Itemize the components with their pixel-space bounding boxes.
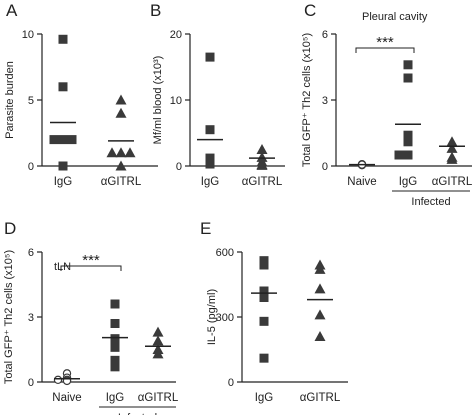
data-point-square <box>49 135 59 145</box>
y-axis-label: Parasite burden <box>4 61 16 139</box>
data-point-triangle <box>314 331 326 341</box>
data-point-triangle <box>152 326 164 337</box>
panel-letter: D <box>4 219 16 238</box>
data-point-square <box>110 342 120 352</box>
panel-b: B 0 10 20 Mf/ml blood (x10³) IgG αGITRL <box>150 1 285 188</box>
significance-bracket <box>355 47 415 53</box>
data-point-square <box>259 353 269 363</box>
group-label: Infected <box>118 412 157 415</box>
data-point-square <box>110 355 120 365</box>
y-tick-label: 0 <box>176 161 182 173</box>
data-point-square <box>58 82 68 92</box>
y-tick-label: 3 <box>322 95 328 107</box>
data-point-square <box>110 319 120 328</box>
panel-a: A 0 5 10 Parasite burden IgG αGITRL <box>4 1 158 188</box>
panel-title: tLN <box>54 261 71 273</box>
y-axis-label: IL-5 (pg/ml) <box>206 289 218 345</box>
y-axis-label: Mf/ml blood (x10³) <box>152 56 164 145</box>
x-tick-label: IgG <box>201 176 220 188</box>
data-point-square <box>58 135 68 145</box>
group-label: Infected <box>411 196 450 208</box>
data-point-square <box>403 130 413 140</box>
data-point-square <box>259 286 269 296</box>
data-point-square <box>205 154 215 164</box>
data-point-triangle <box>152 335 164 346</box>
x-tick-label: Naive <box>52 392 81 404</box>
data-point-square <box>394 150 404 160</box>
significance-bracket <box>60 265 122 271</box>
data-point-triangle <box>115 147 127 158</box>
data-point-square <box>259 316 269 326</box>
data-point-triangle <box>106 147 118 158</box>
data-point-square <box>403 150 413 160</box>
data-point-square <box>67 135 77 145</box>
data-point-square <box>205 159 215 169</box>
x-tick-label: IgG <box>106 392 125 404</box>
data-point-triangle <box>256 159 268 170</box>
significance-stars: *** <box>82 252 100 269</box>
data-point-square <box>58 34 68 44</box>
y-tick-label: 0 <box>28 377 34 389</box>
panel-e: E 0 300 600 IL-5 (pg/ml) IgG αGITRL <box>200 219 348 404</box>
data-point-square <box>259 293 269 302</box>
panel-letter: B <box>150 1 161 20</box>
data-point-square <box>403 137 413 147</box>
data-point-square <box>205 125 215 135</box>
data-point-circle <box>53 375 63 385</box>
data-point-triangle <box>115 160 127 171</box>
y-tick-label: 5 <box>28 95 34 107</box>
x-tick-label: αGITRL <box>101 176 142 188</box>
y-tick-label: 20 <box>170 29 182 41</box>
x-tick-label: αGITRL <box>242 176 283 188</box>
y-tick-label: 6 <box>28 247 34 259</box>
y-tick-label: 0 <box>322 161 328 173</box>
panel-letter: E <box>200 219 211 238</box>
data-point-square <box>403 73 413 83</box>
panel-title: Pleural cavity <box>362 11 428 23</box>
y-tick-label: 0 <box>228 377 234 389</box>
data-point-square <box>259 260 269 270</box>
y-tick-label: 3 <box>28 312 34 324</box>
data-point-triangle <box>446 142 458 153</box>
y-tick-label: 6 <box>322 29 328 41</box>
x-tick-label: αGITRL <box>432 176 473 188</box>
panel-c: C Pleural cavity 0 3 6 Total GFP⁺ Th2 cells (… <box>301 1 473 208</box>
y-tick-label: 600 <box>216 247 234 259</box>
x-tick-label: Naive <box>347 176 376 188</box>
y-axis-label: Total GFP⁺ Th2 cells (x10⁵) <box>3 250 15 384</box>
data-point-triangle <box>446 153 458 164</box>
x-tick-label: IgG <box>255 392 274 404</box>
data-point-square <box>205 52 215 62</box>
panel-letter: A <box>6 1 18 20</box>
data-point-square <box>110 299 120 309</box>
x-tick-label: IgG <box>54 176 73 188</box>
y-axis-label: Total GFP⁺ Th2 cells (x10⁵) <box>301 33 313 167</box>
y-tick-label: 0 <box>28 161 34 173</box>
data-point-triangle <box>152 348 164 359</box>
x-tick-label: αGITRL <box>300 392 341 404</box>
x-tick-label: IgG <box>399 176 418 188</box>
data-point-triangle <box>124 147 136 158</box>
x-tick-label: αGITRL <box>138 392 179 404</box>
data-point-triangle <box>314 283 326 294</box>
data-point-triangle <box>115 94 127 105</box>
data-point-triangle <box>115 107 127 118</box>
data-point-square <box>403 60 413 70</box>
data-point-square <box>110 362 120 372</box>
panel-letter: C <box>304 1 316 20</box>
data-point-triangle <box>314 263 326 274</box>
y-tick-label: 300 <box>216 312 234 324</box>
y-tick-label: 10 <box>170 95 182 107</box>
data-point-triangle <box>446 136 458 147</box>
significance-stars: *** <box>376 34 394 51</box>
data-point-triangle <box>256 144 268 154</box>
y-tick-label: 10 <box>22 29 34 41</box>
data-point-triangle <box>314 309 326 320</box>
data-point-square <box>58 161 68 171</box>
data-point-square <box>110 334 120 344</box>
